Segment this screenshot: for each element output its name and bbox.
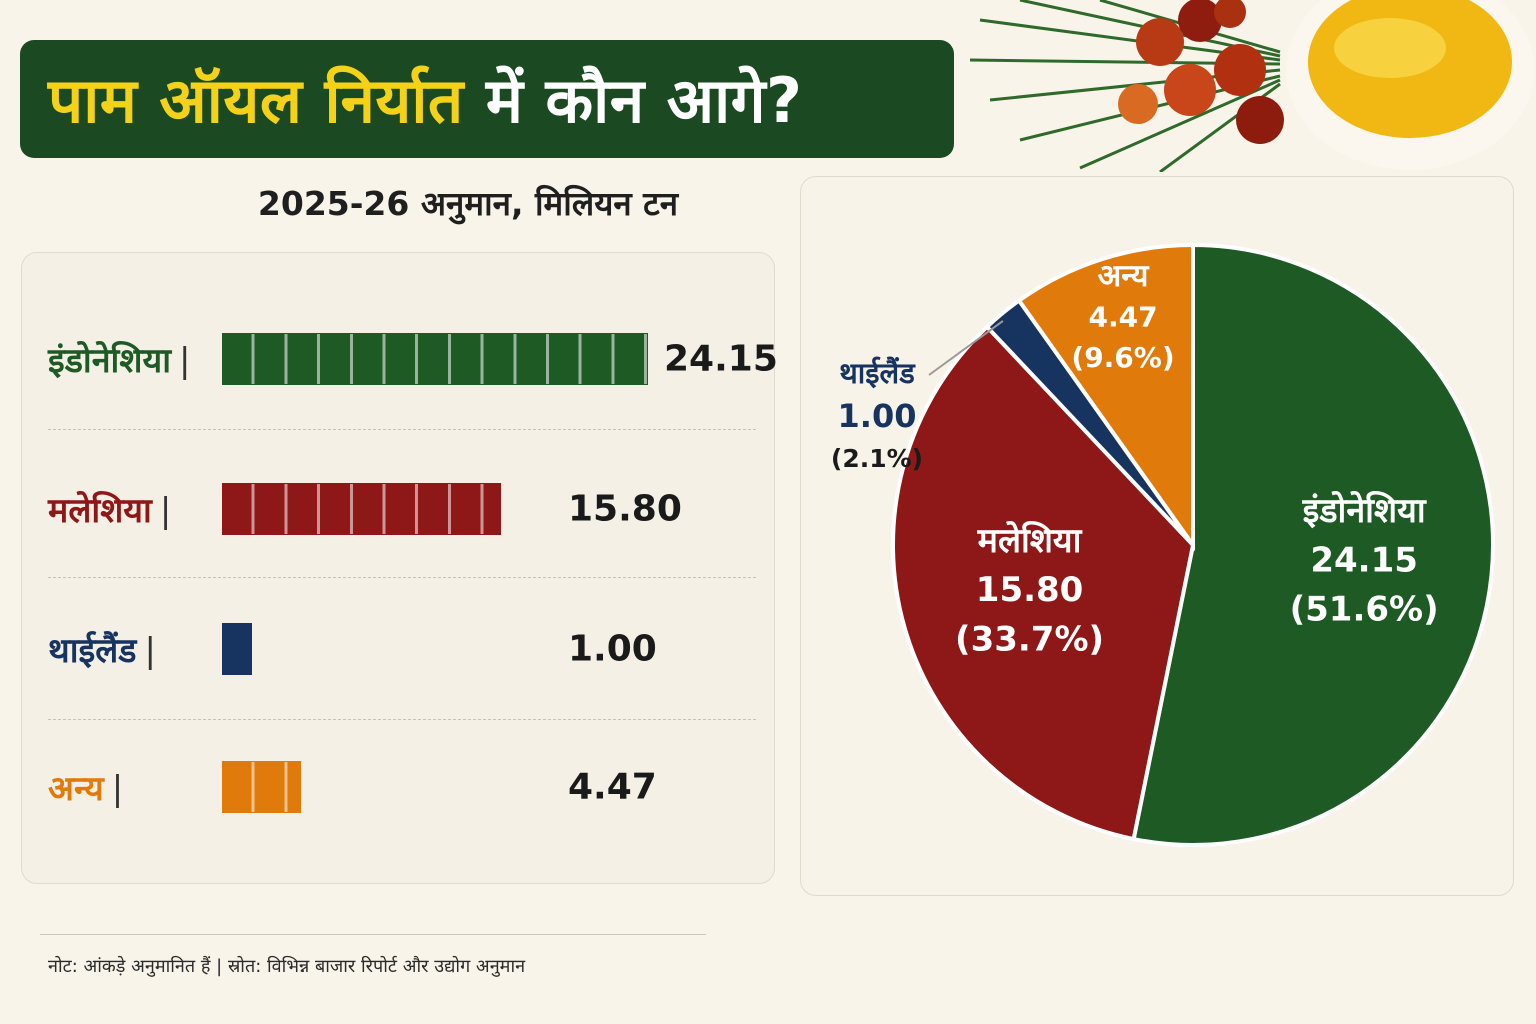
bar-label-text: इंडोनेशिया	[48, 341, 172, 381]
bar-label-text: मलेशिया	[48, 491, 152, 531]
bar-row-other: अन्य | 4.47	[22, 757, 776, 817]
bar-label-malaysia: मलेशिया |	[48, 486, 171, 532]
bar-label-text: थाईलैंड	[48, 631, 137, 671]
pie-label-thailand-percent: (2.1%)	[831, 444, 923, 473]
footer-note: नोट: आंकड़े अनुमानित हैं | स्रोत: विभिन्…	[48, 956, 526, 977]
row-divider	[48, 719, 756, 720]
bar-label-thailand: थाईलैंड |	[48, 626, 156, 672]
row-divider	[48, 429, 756, 430]
bar-label-indonesia: इंडोनेशिया |	[48, 336, 190, 382]
pie-slice-other	[1016, 242, 1195, 552]
pie-leader-thailand	[928, 320, 1004, 376]
bar-track-thailand	[222, 623, 252, 675]
footer-divider	[40, 934, 706, 935]
pie-label-thailand-name: थाईलैंड	[839, 356, 916, 390]
oil-bowl-icon	[1286, 0, 1534, 170]
pie-label-indonesia: इंडोनेशिया 24.15 (51.6%)	[1290, 490, 1439, 630]
bar-track-other	[222, 761, 301, 813]
palm-oil-decoration	[969, 0, 1534, 172]
bar-track-indonesia	[222, 333, 648, 385]
bar-value-thailand: 1.00	[568, 628, 657, 670]
palm-fruit-icon	[1118, 0, 1284, 144]
bar-other	[222, 761, 301, 813]
bar-value-malaysia: 15.80	[568, 488, 682, 530]
pie-label-thailand-value: 1.00	[838, 397, 917, 435]
bar-value-indonesia: 24.15	[664, 338, 778, 380]
bar-row-indonesia: इंडोनेशिया | 24.15	[22, 329, 778, 389]
bar-row-thailand: थाईलैंड | 1.00	[22, 619, 776, 679]
pie-chart: इंडोनेशिया 24.15 (51.6%) मलेशिया 15.80 (33.7%…	[831, 242, 1495, 847]
title-banner: पाम ऑयल निर्यात में कौन आगे?	[20, 40, 954, 158]
bar-label-text: अन्य	[48, 769, 104, 809]
pie-chart-panel: इंडोनेशिया 24.15 (51.6%) मलेशिया 15.80 (33.7%…	[800, 176, 1514, 896]
bar-label-pipe: |	[159, 491, 172, 531]
bar-thailand	[222, 623, 252, 675]
bar-row-malaysia: मलेशिया | 15.80	[22, 479, 776, 539]
bar-label-other: अन्य |	[48, 764, 123, 810]
bar-malaysia	[222, 483, 501, 535]
pie-slice-indonesia	[1131, 242, 1495, 847]
pie-label-malaysia: मलेशिया 15.80 (33.7%)	[955, 520, 1104, 660]
bar-value-other: 4.47	[568, 766, 657, 808]
bar-track-malaysia	[222, 483, 501, 535]
bar-label-pipe: |	[179, 341, 191, 381]
bar-label-pipe: |	[144, 631, 156, 671]
row-divider	[48, 577, 756, 578]
bar-chart-panel: इंडोनेशिया | 24.15 मलेशिया | 15.80 थाईलैंड…	[21, 252, 778, 884]
pie-label-other: अन्य 4.47 (9.6%)	[1071, 258, 1174, 374]
title-rest: में कौन आगे?	[485, 64, 803, 137]
pie-slice-malaysia	[891, 324, 1196, 842]
title-highlight: पाम ऑयल निर्यात	[48, 64, 464, 137]
bar-label-pipe: |	[111, 769, 124, 809]
chart-subtitle: 2025-26 अनुमान, मिलियन टन	[257, 184, 679, 223]
bar-indonesia	[222, 333, 648, 385]
